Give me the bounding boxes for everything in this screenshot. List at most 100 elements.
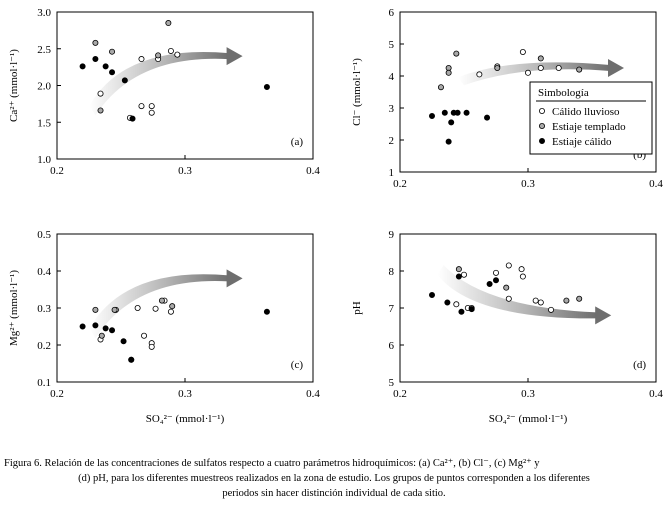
data-point-c-lido-lluvioso xyxy=(537,299,544,306)
data-point-estiaje-c-lido xyxy=(492,277,499,284)
legend-entry: Estiaje templado xyxy=(552,121,626,133)
y-tick-label: 0.4 xyxy=(37,266,51,278)
panel-label: (c) xyxy=(291,359,304,371)
data-point-estiaje-c-lido xyxy=(468,306,475,313)
data-point-c-lido-lluvioso xyxy=(492,269,499,276)
data-point-estiaje-templado xyxy=(494,65,501,72)
data-point-estiaje-templado xyxy=(97,107,104,114)
panel-label: (d) xyxy=(633,359,646,371)
x-tick-label: 0.3 xyxy=(178,165,192,177)
y-tick-label: 1 xyxy=(389,167,395,179)
data-point-estiaje-templado xyxy=(576,66,583,73)
data-point-c-lido-lluvioso xyxy=(141,332,148,339)
x-tick-label: 0.2 xyxy=(393,178,407,190)
data-point-c-lido-lluvioso xyxy=(152,305,159,312)
legend-marker xyxy=(539,137,546,144)
x-tick-label: 0.4 xyxy=(306,388,320,400)
y-tick-label: 0.5 xyxy=(37,229,51,241)
data-point-c-lido-lluvioso xyxy=(518,266,525,273)
data-point-c-lido-lluvioso xyxy=(555,65,562,72)
x-tick-label: 0.4 xyxy=(649,388,663,400)
trend-arrow-head xyxy=(608,59,624,77)
x-tick-label: 0.3 xyxy=(178,388,192,400)
data-point-c-lido-lluvioso xyxy=(519,273,526,280)
caption-line-1: Figura 6. Relación de las concentracione… xyxy=(4,458,540,469)
data-point-estiaje-templado xyxy=(169,303,176,310)
trend-arrow-head xyxy=(226,269,243,288)
y-tick-label: 2.0 xyxy=(37,81,51,93)
data-point-estiaje-templado xyxy=(109,48,116,55)
y-axis-label: Ca²⁺ (mmol·l⁻¹) xyxy=(8,49,20,122)
data-point-estiaje-templado xyxy=(453,50,460,57)
trend-arrow-head xyxy=(226,47,243,66)
data-point-estiaje-c-lido xyxy=(455,273,462,280)
legend: Simbología Cálido lluvioso Estiaje templad… xyxy=(529,81,653,155)
y-axis-label: pH xyxy=(351,301,363,315)
caption-line-3: periodos sin hacer distinción individual… xyxy=(222,488,446,499)
data-point-estiaje-templado xyxy=(537,55,544,62)
trend-arrow-shaft xyxy=(89,51,229,116)
data-point-estiaje-c-lido xyxy=(454,109,461,116)
figure-caption: Figura 6. Relación de las concentracione… xyxy=(4,456,664,501)
data-point-estiaje-templado xyxy=(563,297,570,304)
y-tick-label: 8 xyxy=(389,266,395,278)
y-tick-label: 0.1 xyxy=(37,377,51,389)
data-point-estiaje-c-lido xyxy=(92,56,99,63)
data-point-c-lido-lluvioso xyxy=(148,103,155,110)
data-point-estiaje-templado xyxy=(165,20,172,27)
y-tick-label: 2 xyxy=(389,135,395,147)
data-point-c-lido-lluvioso xyxy=(134,304,141,311)
x-axis-label: SO₄²⁻ (mmol·l⁻¹) xyxy=(489,413,568,425)
data-point-estiaje-c-lido xyxy=(486,280,493,287)
data-point-estiaje-templado xyxy=(437,84,444,91)
data-point-estiaje-templado xyxy=(158,297,165,304)
data-point-estiaje-c-lido xyxy=(458,308,465,315)
data-point-c-lido-lluvioso xyxy=(476,71,483,78)
data-point-estiaje-c-lido xyxy=(120,338,127,345)
legend-title: Simbología xyxy=(538,87,589,99)
data-point-c-lido-lluvioso xyxy=(519,49,526,56)
data-point-estiaje-templado xyxy=(92,306,99,313)
y-tick-label: 6 xyxy=(389,340,395,352)
data-point-c-lido-lluvioso xyxy=(505,295,512,302)
x-tick-label: 0.4 xyxy=(306,165,320,177)
data-point-c-lido-lluvioso xyxy=(505,262,512,269)
data-point-c-lido-lluvioso xyxy=(532,297,539,304)
data-point-estiaje-c-lido xyxy=(428,113,435,120)
trend-arrow xyxy=(458,59,624,86)
data-point-estiaje-c-lido xyxy=(441,109,448,116)
data-point-estiaje-c-lido xyxy=(79,63,86,70)
data-point-estiaje-c-lido xyxy=(129,115,136,122)
y-tick-label: 2.5 xyxy=(37,44,51,56)
data-point-estiaje-c-lido xyxy=(448,119,455,126)
y-tick-label: 4 xyxy=(389,71,395,83)
data-point-estiaje-c-lido xyxy=(444,299,451,306)
data-point-c-lido-lluvioso xyxy=(138,103,145,110)
data-point-estiaje-templado xyxy=(155,52,162,59)
chart-panel-a: 0.2 0.3 0.4 1.0 1.5 2.0 2.5 3.0 Ca²⁺ (mmol·l⁻¹) (… xyxy=(8,7,320,177)
data-point-estiaje-c-lido xyxy=(102,325,109,332)
y-tick-label: 0.3 xyxy=(37,303,51,315)
y-tick-label: 0.2 xyxy=(37,340,51,352)
x-axis-label: SO₄²⁻ (mmol·l⁻¹) xyxy=(146,413,225,425)
data-point-estiaje-templado xyxy=(98,332,105,339)
y-tick-label: 1.0 xyxy=(37,154,51,166)
data-point-c-lido-lluvioso xyxy=(525,69,532,76)
legend-marker xyxy=(539,108,546,115)
data-point-estiaje-c-lido xyxy=(428,292,435,299)
figure-panels: 0.2 0.3 0.4 1.0 1.5 2.0 2.5 3.0 Ca²⁺ (mmol·l⁻¹) (… xyxy=(8,7,663,425)
data-point-estiaje-c-lido xyxy=(121,77,128,84)
data-point-estiaje-templado xyxy=(455,266,462,273)
data-point-estiaje-c-lido xyxy=(109,327,116,334)
data-point-c-lido-lluvioso xyxy=(148,343,155,350)
trend-arrow xyxy=(437,265,612,325)
legend-entry: Cálido lluvioso xyxy=(552,106,620,118)
data-point-estiaje-templado xyxy=(503,284,510,291)
y-tick-label: 1.5 xyxy=(37,117,51,129)
x-tick-label: 0.3 xyxy=(521,178,535,190)
data-point-c-lido-lluvioso xyxy=(167,308,174,315)
y-tick-label: 5 xyxy=(389,39,395,51)
trend-arrow-shaft xyxy=(437,265,598,319)
legend-marker xyxy=(539,123,546,130)
